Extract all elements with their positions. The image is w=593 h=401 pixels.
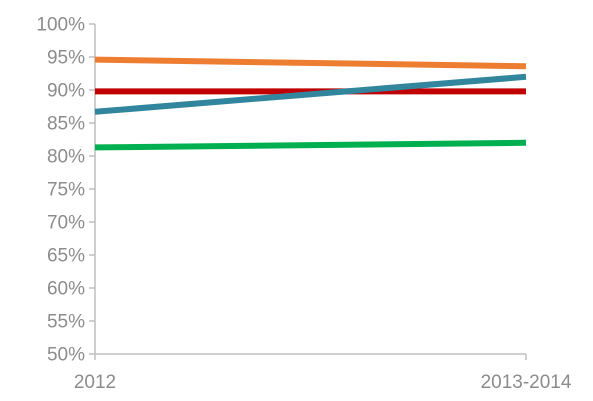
series-line-4 xyxy=(94,139,527,151)
x-tick-label: 2012 xyxy=(74,372,116,393)
y-tick-label: 70% xyxy=(47,213,85,234)
y-tick-label: 65% xyxy=(47,246,85,267)
y-tick-label: 90% xyxy=(47,81,85,102)
series-line-3 xyxy=(94,73,527,115)
y-tick-label: 95% xyxy=(47,48,85,69)
y-tick-label: 100% xyxy=(36,15,85,36)
y-tick-label: 80% xyxy=(47,147,85,168)
y-tick-label: 55% xyxy=(47,312,85,333)
y-tick-label: 75% xyxy=(47,180,85,201)
y-tick-label: 50% xyxy=(47,345,85,366)
series-line-1 xyxy=(94,56,527,70)
y-tick-label: 60% xyxy=(47,279,85,300)
y-axis: 50% 55% 60% 65% 70% 75% 80% 85% 90% 95% 100% xyxy=(36,15,96,366)
x-axis: 2012 2013-2014 xyxy=(74,353,572,393)
series-lines xyxy=(94,56,527,151)
x-tick-label: 2013-2014 xyxy=(481,372,572,393)
y-tick-label: 85% xyxy=(47,114,85,135)
